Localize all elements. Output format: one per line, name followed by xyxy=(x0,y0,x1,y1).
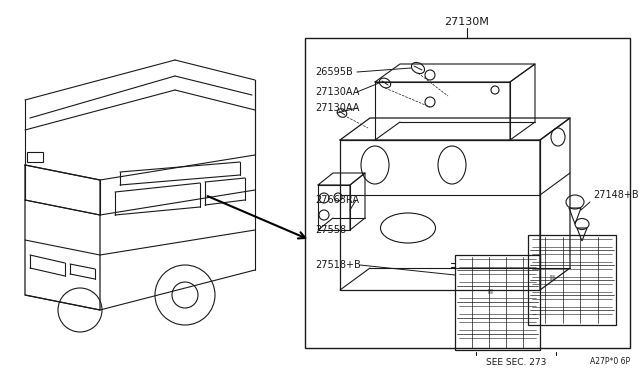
Text: 27518+B: 27518+B xyxy=(315,260,361,270)
Text: 27663RA: 27663RA xyxy=(315,195,359,205)
Text: III: III xyxy=(487,289,493,295)
Text: 27130AA: 27130AA xyxy=(315,87,360,97)
Bar xyxy=(455,255,540,350)
Bar xyxy=(528,235,616,325)
Bar xyxy=(27,152,43,162)
Text: 27558: 27558 xyxy=(315,225,346,235)
Text: A27P*0 6P: A27P*0 6P xyxy=(590,357,630,366)
Text: 27130M: 27130M xyxy=(445,17,490,27)
Text: 27148+B: 27148+B xyxy=(593,190,639,200)
Text: SEE SEC. 273: SEE SEC. 273 xyxy=(486,358,546,367)
Bar xyxy=(305,38,630,348)
Text: 27130AA: 27130AA xyxy=(315,103,360,113)
Text: 26595B: 26595B xyxy=(315,67,353,77)
Text: III: III xyxy=(549,275,555,281)
